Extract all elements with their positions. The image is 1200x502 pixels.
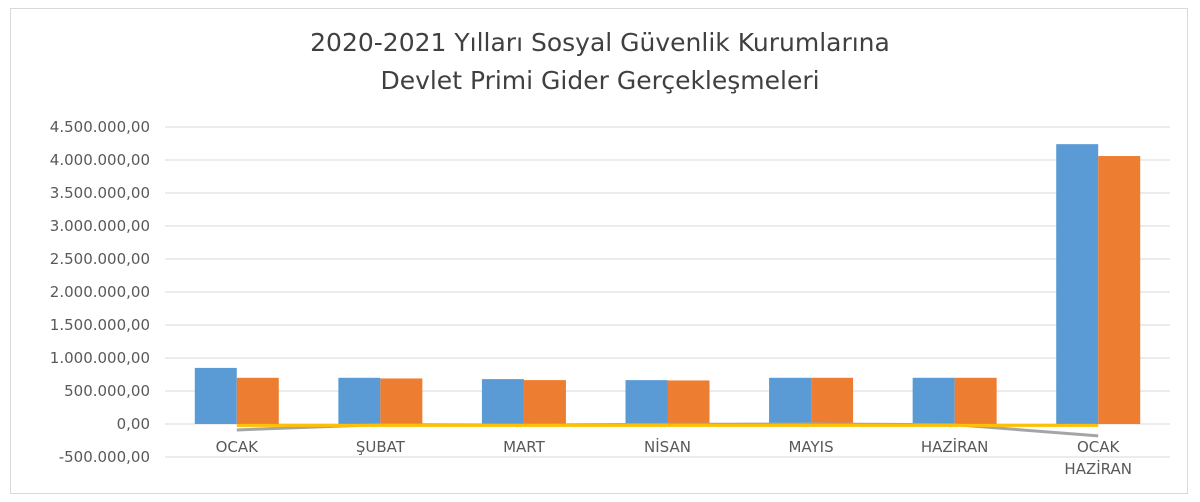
x-tick-label: OCAK [215,438,258,456]
y-tick-label: 3.000.000,00 [49,217,150,235]
x-tick-label: MART [503,438,545,456]
x-tick-label: NİSAN [644,438,691,456]
y-tick-label: 3.500.000,00 [49,184,150,202]
y-tick-label: -500.000,00 [58,448,150,466]
bar [338,377,381,424]
bar [912,377,955,424]
bar [954,377,997,424]
bar [481,379,524,424]
y-tick-label: 4.500.000,00 [49,118,150,136]
y-tick-label: 1.500.000,00 [49,316,150,334]
bar [194,367,237,424]
bar [236,377,279,424]
y-tick-label: 500.000,00 [64,382,150,400]
x-tick-label: ŞUBAT [355,438,405,456]
bar [811,377,854,424]
y-tick-label: 2.000.000,00 [49,283,150,301]
y-tick-label: 0,00 [116,415,150,433]
bar [667,380,710,424]
chart-title: 2020-2021 Yılları Sosyal Güvenlik Kuruml… [310,28,890,95]
bar [1098,156,1141,425]
x-tick-label: OCAK HAZİRAN [1064,438,1132,478]
bar [380,378,423,424]
y-tick-label: 1.000.000,00 [49,349,150,367]
bar [769,377,812,424]
y-tick-label: 2.500.000,00 [49,250,150,268]
bar [523,380,566,424]
bar [1056,144,1099,424]
chart-frame [10,8,1188,494]
bar [625,380,668,424]
x-tick-label: MAYIS [788,438,834,456]
y-tick-label: 4.000.000,00 [49,151,150,169]
x-tick-label: HAZİRAN [920,438,989,456]
